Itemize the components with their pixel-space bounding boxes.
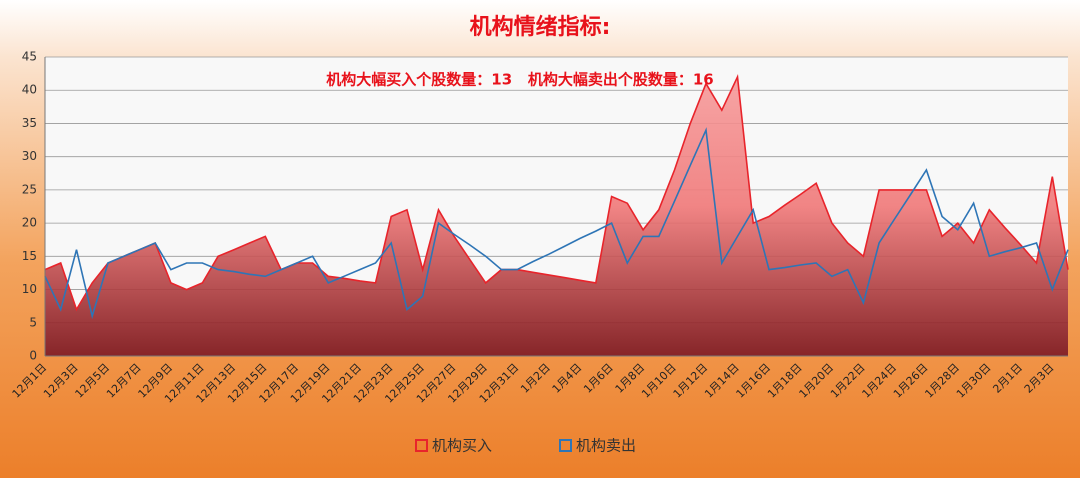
- y-tick-label: 30: [22, 149, 37, 163]
- area: [45, 76, 1068, 357]
- y-tick-label: 45: [22, 50, 37, 64]
- legend-label: 机构买入: [432, 437, 492, 455]
- y-tick-label: 35: [22, 116, 37, 130]
- y-tick-label: 15: [22, 249, 37, 263]
- line: [44, 73, 1069, 312]
- y-tick-label: 25: [22, 182, 37, 196]
- legend-marker: [415, 439, 428, 452]
- y-tick-label: 40: [22, 83, 37, 97]
- line: [44, 127, 1069, 320]
- legend-label: 机构卖出: [576, 437, 636, 455]
- y-tick-label: 0: [29, 349, 37, 363]
- annotation: 机构大幅买入个股数量：13 机构大幅卖出个股数量：16: [326, 71, 713, 89]
- y-tick-label: 5: [29, 315, 37, 329]
- y-tick-label: 10: [22, 282, 37, 296]
- chart-title: 机构情绪指标:: [470, 14, 611, 40]
- y-tick-label: 20: [22, 216, 37, 230]
- legend-marker: [559, 439, 572, 452]
